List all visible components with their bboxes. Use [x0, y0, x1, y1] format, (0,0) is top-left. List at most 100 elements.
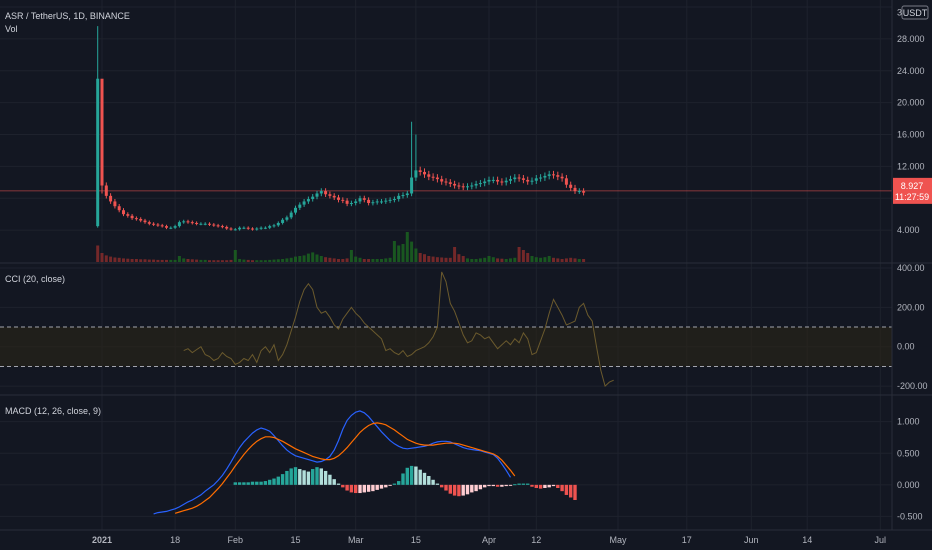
macd-histogram-bar — [517, 483, 521, 485]
symbol-title[interactable]: ASR / TetherUS, 1D, BINANCE — [5, 11, 130, 21]
macd-histogram-bar — [448, 484, 452, 494]
volume-legend[interactable]: Vol — [5, 24, 18, 34]
candle-body — [392, 199, 396, 201]
candle-body — [285, 217, 289, 220]
volume-bar — [496, 258, 500, 262]
volume-bar — [96, 245, 100, 262]
candle-body — [195, 222, 199, 224]
macd-axis-labels[interactable]: 1.000 0.500 0.000 -0.500 — [897, 417, 923, 522]
candle-body — [177, 222, 181, 227]
volume-bar — [509, 258, 512, 262]
macd-histogram-bar — [543, 484, 547, 488]
macd-histogram-bar — [242, 482, 246, 485]
candle-body — [220, 226, 224, 228]
volume-bar — [405, 232, 409, 262]
candle-body — [367, 199, 371, 204]
macd-line — [153, 410, 512, 515]
volume-bar — [349, 250, 353, 262]
candle-body — [435, 177, 439, 180]
candle-body — [375, 201, 379, 203]
candle-body — [496, 179, 500, 182]
candle-body — [298, 204, 302, 208]
macd-histogram-bar — [461, 484, 465, 496]
candle-body — [186, 221, 190, 223]
volume-bar — [500, 258, 504, 262]
macd-histogram-bar — [495, 484, 500, 487]
volume-bar — [139, 259, 143, 262]
macd-pane[interactable] — [153, 410, 577, 515]
volume-bar — [281, 259, 285, 262]
candle-body — [564, 178, 568, 185]
axis-tick-label: 4.000 — [897, 225, 920, 235]
candle-body — [401, 195, 405, 197]
macd-histogram-bar — [315, 467, 319, 485]
cci-band-fill — [0, 327, 892, 367]
macd-histogram-bar — [427, 476, 431, 485]
cci-legend[interactable]: CCI (20, close) — [5, 274, 65, 284]
volume-bars — [96, 232, 586, 262]
candle-body — [534, 178, 538, 181]
candle-body — [199, 223, 203, 225]
candle-body — [552, 174, 555, 176]
candle-body — [341, 199, 345, 201]
price-pane[interactable] — [0, 26, 892, 262]
macd-histogram-bar — [302, 470, 306, 485]
macd-histogram-bar — [319, 468, 323, 485]
cci-axis-labels[interactable]: 400.00 200.00 0.00 -200.00 — [897, 263, 928, 391]
volume-bar — [190, 259, 194, 262]
volume-bar — [435, 257, 439, 262]
time-tick-label: 15 — [290, 535, 300, 545]
candle-body — [337, 197, 340, 200]
candle-body — [152, 223, 156, 225]
time-tick-label: 15 — [411, 535, 421, 545]
time-tick-label: 18 — [170, 535, 180, 545]
volume-bar — [289, 257, 293, 262]
volume-bar — [444, 257, 448, 262]
volume-bar — [324, 257, 328, 262]
volume-bar — [156, 259, 160, 262]
volume-bar — [384, 258, 388, 262]
currency-badge[interactable]: USDT — [901, 5, 929, 20]
candle-body — [165, 226, 168, 228]
time-axis-labels[interactable]: 2021 18 Feb 15 Mar 15 Apr 12 May 17 Jun 14 Jul — [92, 535, 886, 545]
volume-bar — [461, 256, 465, 262]
volume-bar — [397, 245, 401, 262]
volume-bar — [560, 259, 564, 262]
axis-tick-label: 20.000 — [897, 98, 925, 108]
candle-body — [126, 214, 130, 216]
volume-bar — [272, 259, 276, 262]
macd-histogram-bar — [573, 484, 577, 500]
cci-pane[interactable] — [0, 271, 892, 388]
candle-body — [229, 228, 233, 230]
candle-body — [423, 171, 426, 175]
candle-body — [169, 227, 173, 229]
candle-body — [358, 198, 362, 202]
candle-body — [238, 227, 242, 230]
macd-histogram-bar — [409, 465, 414, 485]
volume-bar — [354, 256, 358, 262]
candle-body — [143, 220, 147, 223]
candle-body — [470, 185, 474, 187]
macd-histogram-bar — [521, 483, 526, 485]
candle-body — [117, 206, 121, 211]
macd-histogram-bar — [332, 479, 336, 485]
macd-legend[interactable]: MACD (12, 26, close, 9) — [5, 406, 101, 416]
volume-bar — [165, 259, 168, 262]
candle-body — [526, 179, 530, 182]
axis-tick-label: 0.000 — [897, 480, 920, 490]
volume-bar — [362, 259, 366, 262]
candle-body — [242, 227, 246, 229]
macd-histogram-bar — [336, 483, 341, 485]
volume-bar — [311, 252, 315, 262]
volume-bar — [152, 259, 156, 262]
candle-body — [530, 180, 534, 182]
candle-body — [147, 222, 151, 224]
time-tick-label: May — [609, 535, 627, 545]
last-price-value: 8.927 — [901, 181, 924, 191]
volume-bar — [126, 258, 130, 262]
candle-body — [491, 179, 495, 181]
volume-bar — [556, 258, 560, 262]
candle-body — [173, 226, 177, 228]
candle-body — [560, 176, 564, 179]
